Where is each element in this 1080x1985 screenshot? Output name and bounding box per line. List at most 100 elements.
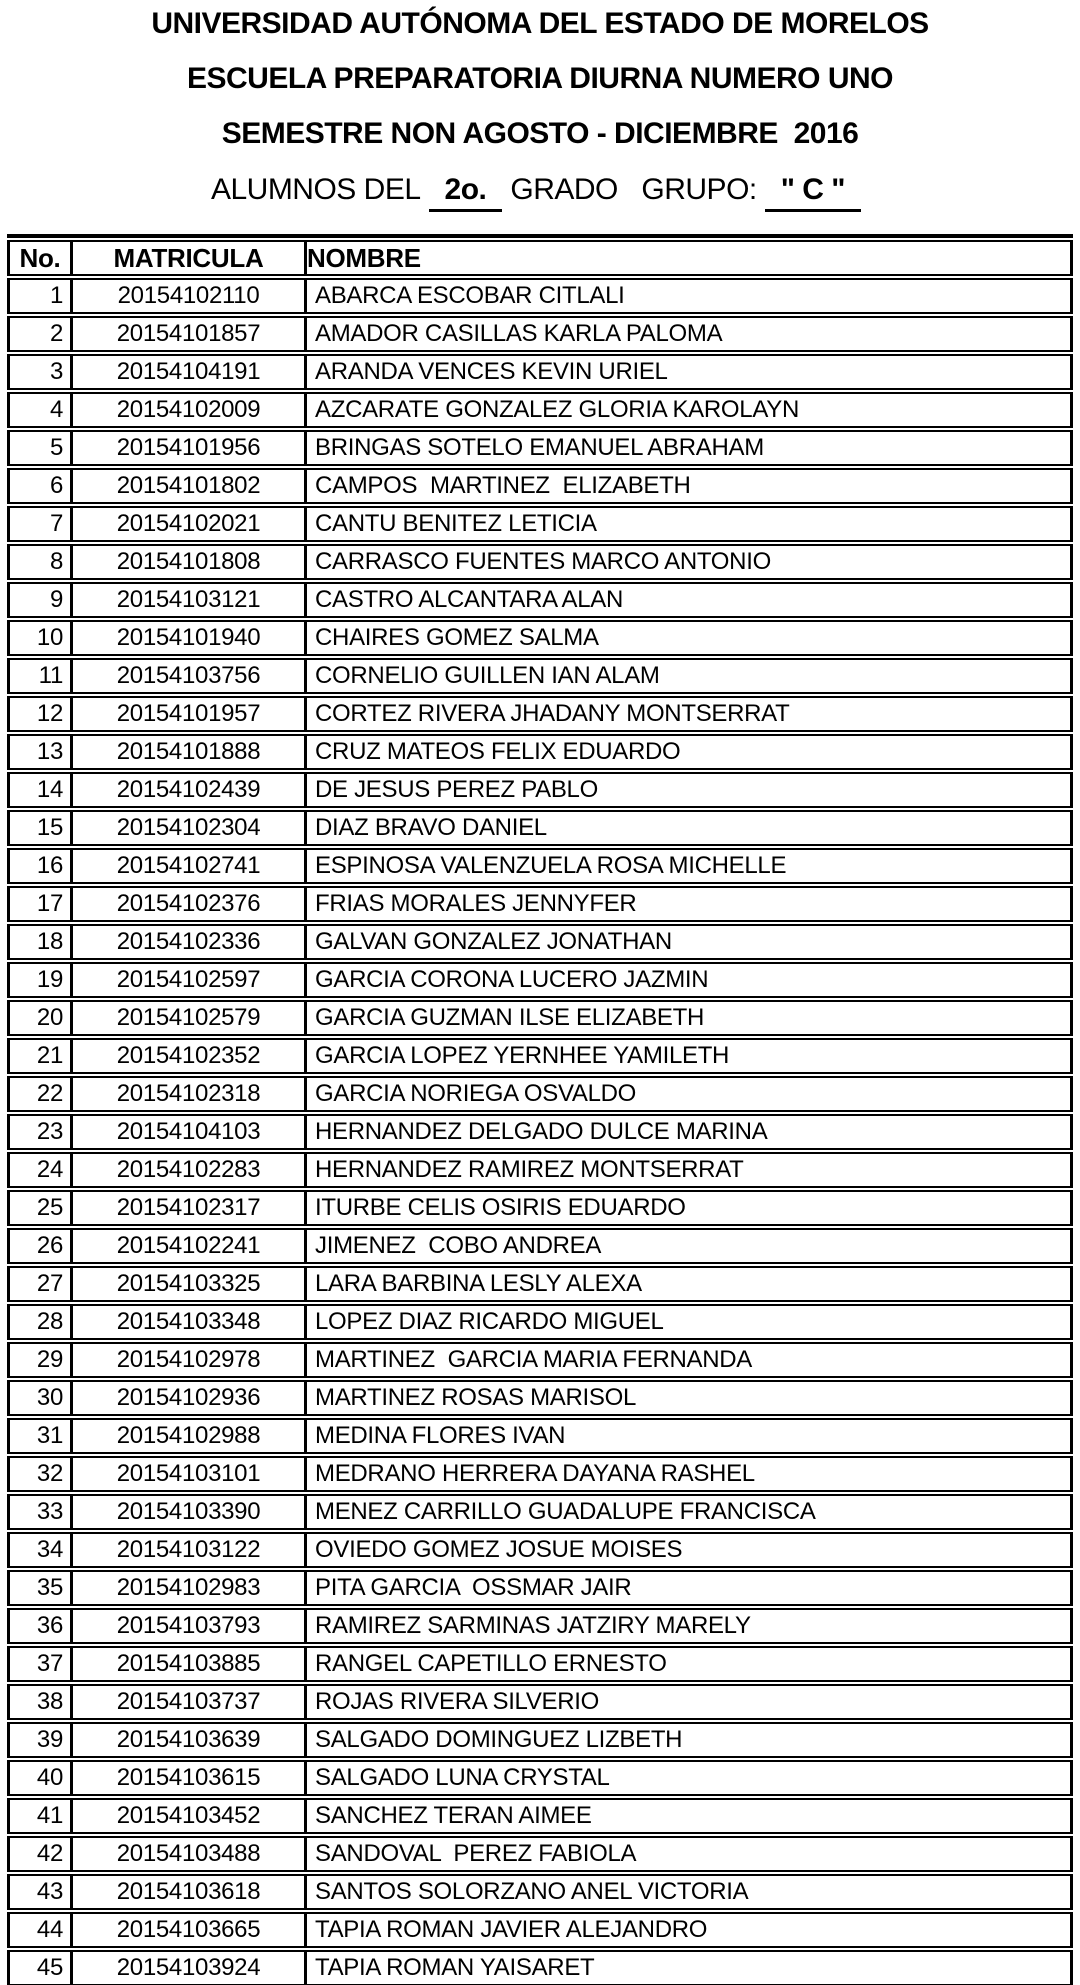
cell-nombre: HERNANDEZ RAMIREZ MONTSERRAT (307, 1152, 1073, 1188)
cell-matricula: 20154101957 (73, 696, 307, 732)
table-row: 14 20154102439 DE JESUS PEREZ PABLO (7, 772, 1073, 808)
cell-no: 24 (7, 1152, 73, 1188)
cell-matricula: 20154103615 (73, 1760, 307, 1796)
cell-matricula: 20154102978 (73, 1342, 307, 1378)
table-row: 1 20154102110 ABARCA ESCOBAR CITLALI (7, 278, 1073, 314)
table-row: 41 20154103452 SANCHEZ TERAN AIMEE (7, 1798, 1073, 1834)
cell-no: 17 (7, 886, 73, 922)
cell-no: 45 (7, 1950, 73, 1985)
cell-nombre: MARTINEZ ROSAS MARISOL (307, 1380, 1073, 1416)
table-row: 5 20154101956 BRINGAS SOTELO EMANUEL ABRAH… (7, 430, 1073, 466)
cell-nombre: ARANDA VENCES KEVIN URIEL (307, 354, 1073, 390)
cell-matricula: 20154103325 (73, 1266, 307, 1302)
table-row: 44 20154103665 TAPIA ROMAN JAVIER ALEJANDR… (7, 1912, 1073, 1948)
cell-no: 3 (7, 354, 73, 390)
table-body: 1 20154102110 ABARCA ESCOBAR CITLALI 2 20154… (7, 278, 1073, 1985)
cell-matricula: 20154102009 (73, 392, 307, 428)
table-row: 13 20154101888 CRUZ MATEOS FELIX EDUARDO (7, 734, 1073, 770)
grade-value: 2o. (444, 173, 487, 206)
cell-matricula: 20154101940 (73, 620, 307, 656)
cell-nombre: ESPINOSA VALENZUELA ROSA MICHELLE (307, 848, 1073, 884)
table-row: 9 20154103121 CASTRO ALCANTARA ALAN (7, 582, 1073, 618)
cell-matricula: 20154102352 (73, 1038, 307, 1074)
table-row: 40 20154103615 SALGADO LUNA CRYSTAL (7, 1760, 1073, 1796)
cell-no: 9 (7, 582, 73, 618)
cell-nombre: LARA BARBINA LESLY ALEXA (307, 1266, 1073, 1302)
table-row: 32 20154103101 MEDRANO HERRERA DAYANA RASH… (7, 1456, 1073, 1492)
cell-no: 44 (7, 1912, 73, 1948)
cell-matricula: 20154103390 (73, 1494, 307, 1530)
table-row: 43 20154103618 SANTOS SOLORZANO ANEL VICTO… (7, 1874, 1073, 1910)
cell-nombre: JIMENEZ COBO ANDREA (307, 1228, 1073, 1264)
cell-matricula: 20154101808 (73, 544, 307, 580)
cell-nombre: CAMPOS MARTINEZ ELIZABETH (307, 468, 1073, 504)
cell-no: 36 (7, 1608, 73, 1644)
table-row: 33 20154103390 MENEZ CARRILLO GUADALUPE FR… (7, 1494, 1073, 1530)
cell-no: 10 (7, 620, 73, 656)
cell-nombre: GARCIA GUZMAN ILSE ELIZABETH (307, 1000, 1073, 1036)
cell-nombre: GARCIA LOPEZ YERNHEE YAMILETH (307, 1038, 1073, 1074)
table-row: 12 20154101957 CORTEZ RIVERA JHADANY MONTS… (7, 696, 1073, 732)
cell-no: 39 (7, 1722, 73, 1758)
header-row: No. MATRICULA NOMBRE (7, 240, 1073, 276)
cell-matricula: 20154103122 (73, 1532, 307, 1568)
cell-matricula: 20154102317 (73, 1190, 307, 1226)
cell-matricula: 20154103452 (73, 1798, 307, 1834)
col-header-no: No. (7, 240, 73, 276)
cell-nombre: PITA GARCIA OSSMAR JAIR (307, 1570, 1073, 1606)
cell-no: 38 (7, 1684, 73, 1720)
cell-matricula: 20154104191 (73, 354, 307, 390)
group-value: " C " (780, 173, 846, 206)
cell-no: 27 (7, 1266, 73, 1302)
cell-nombre: SANCHEZ TERAN AIMEE (307, 1798, 1073, 1834)
cell-nombre: MEDINA FLORES IVAN (307, 1418, 1073, 1454)
cell-matricula: 20154103924 (73, 1950, 307, 1985)
cell-matricula: 20154103793 (73, 1608, 307, 1644)
cell-matricula: 20154102376 (73, 886, 307, 922)
cell-matricula: 20154103348 (73, 1304, 307, 1340)
group-blank: " C " (764, 172, 862, 212)
cell-matricula: 20154102983 (73, 1570, 307, 1606)
cell-matricula: 20154102304 (73, 810, 307, 846)
cell-no: 2 (7, 316, 73, 352)
university-title: UNIVERSIDAD AUTÓNOMA DEL ESTADO DE MOREL… (151, 7, 929, 40)
cell-no: 21 (7, 1038, 73, 1074)
cell-nombre: MENEZ CARRILLO GUADALUPE FRANCISCA (307, 1494, 1073, 1530)
cell-matricula: 20154101888 (73, 734, 307, 770)
table-row: 11 20154103756 CORNELIO GUILLEN IAN ALAM (7, 658, 1073, 694)
cell-no: 14 (7, 772, 73, 808)
cell-no: 43 (7, 1874, 73, 1910)
cell-no: 37 (7, 1646, 73, 1682)
alumnos-label: ALUMNOS DEL (210, 173, 421, 206)
table-row: 4 20154102009 AZCARATE GONZALEZ GLORIA KAR… (7, 392, 1073, 428)
table-row: 15 20154102304 DIAZ BRAVO DANIEL (7, 810, 1073, 846)
cell-no: 30 (7, 1380, 73, 1416)
cell-no: 19 (7, 962, 73, 998)
cell-nombre: BRINGAS SOTELO EMANUEL ABRAHAM (307, 430, 1073, 466)
table-row: 21 20154102352 GARCIA LOPEZ YERNHEE YAMILE… (7, 1038, 1073, 1074)
cell-no: 22 (7, 1076, 73, 1112)
students-grade-group-line: ALUMNOS DEL 2o. GRADO GRUPO: " C " (0, 172, 1080, 212)
cell-no: 12 (7, 696, 73, 732)
cell-no: 6 (7, 468, 73, 504)
cell-no: 8 (7, 544, 73, 580)
table-row: 17 20154102376 FRIAS MORALES JENNYFER (7, 886, 1073, 922)
cell-matricula: 20154103737 (73, 1684, 307, 1720)
grade-blank: 2o. (428, 172, 503, 212)
table-row: 25 20154102317 ITURBE CELIS OSIRIS EDUARDO (7, 1190, 1073, 1226)
cell-nombre: FRIAS MORALES JENNYFER (307, 886, 1073, 922)
cell-nombre: CHAIRES GOMEZ SALMA (307, 620, 1073, 656)
table-row: 24 20154102283 HERNANDEZ RAMIREZ MONTSERRA… (7, 1152, 1073, 1188)
table-row: 16 20154102741 ESPINOSA VALENZUELA ROSA MI… (7, 848, 1073, 884)
cell-nombre: SALGADO LUNA CRYSTAL (307, 1760, 1073, 1796)
grado-grupo-label: GRADO GRUPO: (510, 173, 757, 206)
cell-no: 31 (7, 1418, 73, 1454)
cell-matricula: 20154103618 (73, 1874, 307, 1910)
cell-nombre: GARCIA CORONA LUCERO JAZMIN (307, 962, 1073, 998)
cell-matricula: 20154103101 (73, 1456, 307, 1492)
cell-matricula: 20154102110 (73, 278, 307, 314)
cell-nombre: RAMIREZ SARMINAS JATZIRY MARELY (307, 1608, 1073, 1644)
cell-no: 20 (7, 1000, 73, 1036)
cell-no: 40 (7, 1760, 73, 1796)
